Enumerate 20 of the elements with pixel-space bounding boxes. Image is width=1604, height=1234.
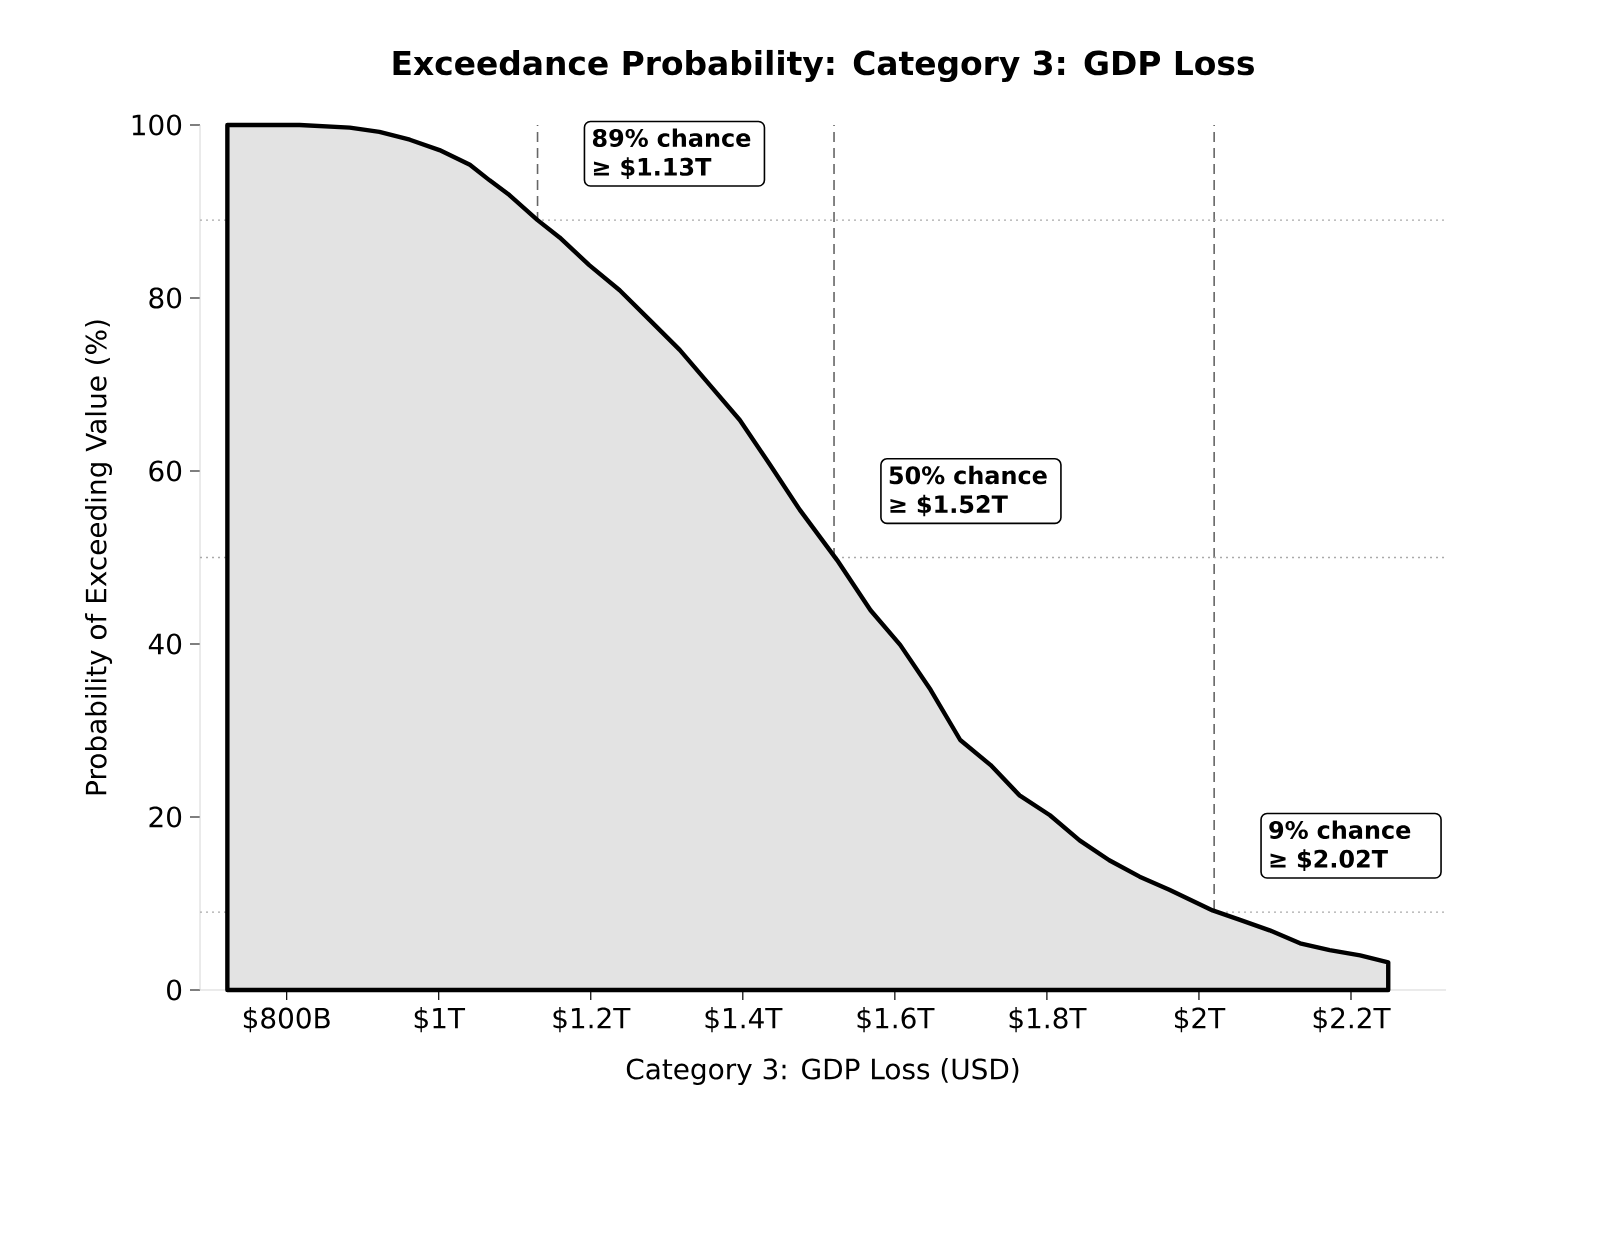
x-tick-label: $1.6T: [857, 1007, 935, 1033]
y-tick-label: 80: [149, 287, 182, 309]
y-tick-label: 100: [132, 114, 182, 136]
x-tick-label: $1.4T: [705, 1007, 783, 1033]
x-tick-label: $1.2T: [553, 1007, 631, 1033]
x-tick-label: $800B: [243, 1007, 330, 1033]
y-tick-label: 40: [148, 633, 182, 655]
chart-title: Exceedance Probability: Category 3: GDP Loss: [393, 49, 1254, 82]
y-tick-label: 0: [167, 979, 182, 1001]
annotation: 50% chance ≥ $1.52T: [889, 465, 1047, 517]
y-tick-label: 60: [149, 460, 182, 482]
x-tick-label: $2T: [1174, 1007, 1226, 1033]
x-tick-label: $1T: [414, 1007, 466, 1033]
y-tick-label: 20: [149, 806, 182, 828]
x-axis-title: Category 3: GDP Loss (USD): [626, 1057, 1019, 1085]
x-tick-label: $1.8T: [1009, 1007, 1087, 1033]
y-axis-title: Probability of Exceeding Value (%): [85, 320, 113, 795]
annotation: 9% chance ≥ $2.02T: [1269, 820, 1411, 872]
annotation: 89% chance ≥ $1.13T: [592, 128, 751, 180]
x-tick-label: $2.2T: [1313, 1007, 1391, 1033]
